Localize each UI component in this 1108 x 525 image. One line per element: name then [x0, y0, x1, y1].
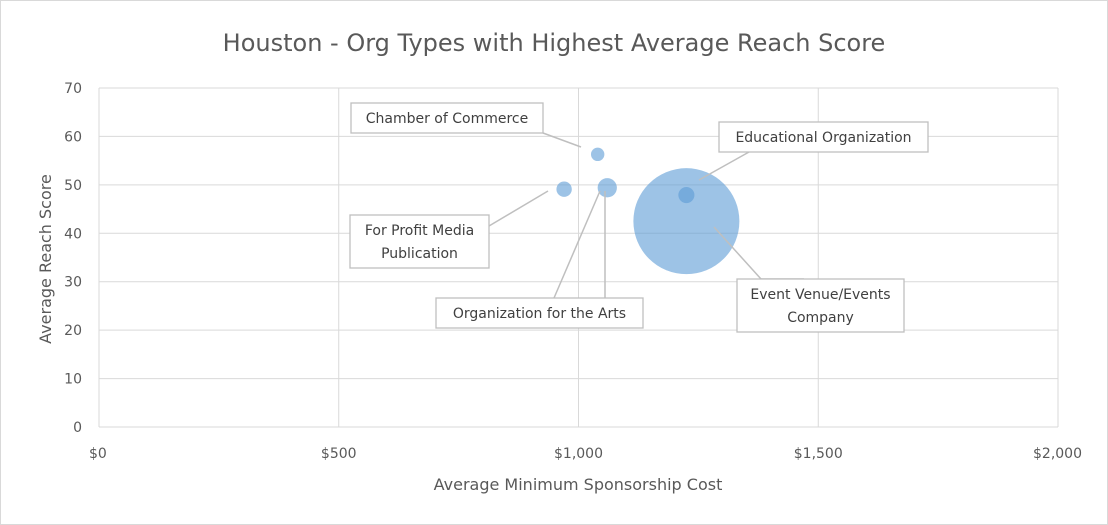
x-tick-label: $0	[89, 446, 107, 462]
data-label: Chamber of Commerce	[350, 102, 544, 134]
data-label-text: Publication	[381, 246, 458, 262]
x-tick-label: $500	[321, 446, 357, 462]
y-tick-label: 60	[64, 129, 82, 145]
tick-labels: 0 10 20 30 40 50 60 70 $0 $500 $1,000 $1,500 $2,000	[64, 81, 1082, 462]
y-tick-label: 0	[73, 420, 82, 436]
x-axis-title: Average Minimum Sponsorship Cost	[434, 475, 723, 494]
bubble-point	[556, 181, 572, 197]
y-tick-label: 40	[64, 226, 82, 242]
bubble-point	[597, 178, 617, 198]
bubble-point	[590, 147, 605, 162]
x-tick-label: $2,000	[1033, 446, 1082, 462]
data-label-text: Organization for the Arts	[453, 306, 626, 322]
callout-leader	[553, 190, 601, 299]
data-label: Organization for the Arts	[435, 297, 644, 329]
y-tick-label: 50	[64, 178, 82, 194]
data-label: Educational Organization	[718, 121, 929, 153]
chart-title: Houston - Org Types with Highest Average…	[223, 29, 886, 57]
y-tick-label: 70	[64, 81, 82, 97]
y-tick-label: 10	[64, 372, 82, 388]
callout-leader	[488, 190, 549, 227]
data-label-text: Chamber of Commerce	[366, 111, 529, 127]
callout-leader	[713, 226, 762, 280]
y-axis-title: Average Reach Score	[36, 174, 55, 344]
data-label-text: Event Venue/Events	[750, 287, 890, 303]
callout-box	[718, 121, 929, 153]
callout-box	[435, 297, 644, 329]
x-tick-label: $1,500	[794, 446, 843, 462]
callouts: Event Venue/Events Company Chamber of Comm…	[349, 102, 929, 333]
data-label-text: Educational Organization	[735, 130, 911, 146]
data-label-text: For Profit Media	[365, 223, 474, 239]
bubble-point	[633, 168, 740, 275]
callout-leader	[542, 132, 582, 148]
callout-leader	[698, 151, 750, 181]
callout-box	[349, 214, 490, 269]
callout-box	[736, 278, 905, 333]
data-label-text: Company	[787, 310, 854, 326]
y-tick-label: 20	[64, 323, 82, 339]
callout-box	[350, 102, 544, 134]
data-label: For Profit Media Publication	[349, 214, 490, 269]
data-label: Event Venue/Events Company	[736, 278, 905, 333]
y-tick-label: 30	[64, 275, 82, 291]
bubble-point	[678, 186, 695, 204]
bubbles	[556, 147, 740, 275]
x-tick-label: $1,000	[554, 446, 603, 462]
